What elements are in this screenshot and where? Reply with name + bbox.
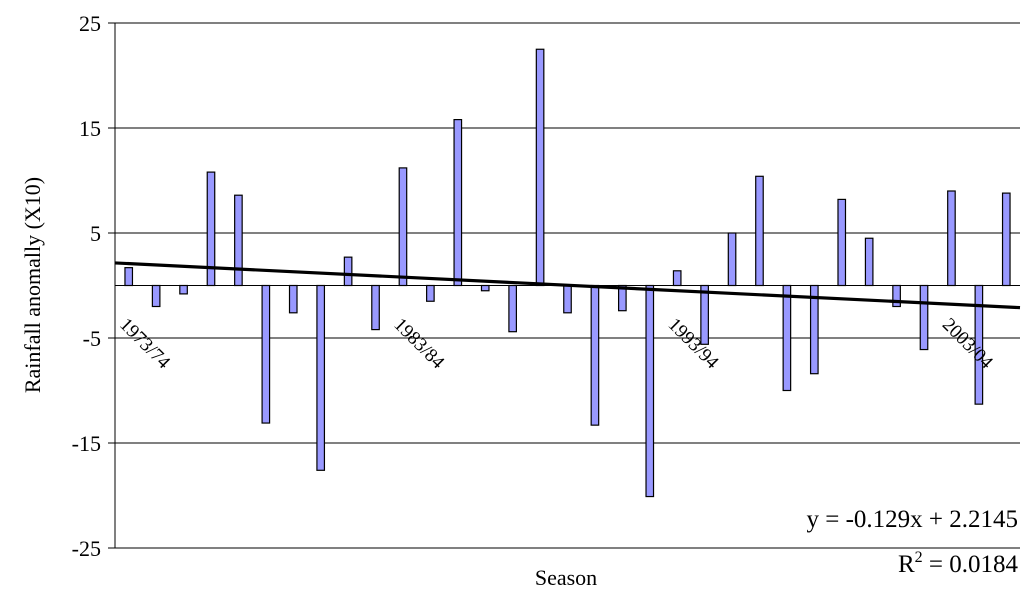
bar [480, 284, 490, 292]
trendline-path [114, 261, 1021, 310]
bar [453, 118, 463, 287]
category-label: 1973/74 [115, 314, 174, 373]
bar [508, 284, 518, 333]
y-tick-label: 5 [90, 221, 101, 246]
y-tick-label: -15 [72, 431, 101, 456]
category-label: 2003/04 [938, 314, 997, 373]
bar [261, 284, 271, 424]
bar [426, 284, 435, 302]
trendline [114, 261, 1021, 310]
bar [371, 284, 380, 331]
bar [755, 175, 764, 287]
bar [947, 190, 956, 287]
y-tick-label: 25 [79, 11, 101, 36]
bar [288, 284, 298, 314]
y-tick-labels: 25 15 5 -5 -15 -25 [72, 11, 101, 561]
y-tick-label: -25 [72, 536, 101, 561]
bar [645, 284, 655, 498]
r2-value: = 0.0184 [923, 551, 1019, 578]
bar [234, 194, 243, 287]
bar [919, 284, 929, 351]
bar [892, 284, 901, 308]
bar [672, 270, 682, 287]
bar [124, 267, 134, 287]
bar [563, 284, 572, 314]
bar [837, 198, 847, 287]
category-label: 1983/84 [389, 314, 448, 373]
bars [124, 48, 1011, 498]
bar [864, 237, 874, 287]
bar [700, 284, 709, 345]
bar [179, 284, 188, 295]
trend-equation: y = -0.129x + 2.2145 [806, 506, 1018, 533]
bar [316, 284, 326, 471]
bar [590, 284, 600, 426]
bar [398, 167, 408, 287]
trend-r-squared: R2 = 0.0184 [898, 549, 1019, 578]
bar [727, 232, 737, 287]
bar [151, 284, 161, 308]
y-tick-label: 15 [79, 116, 101, 141]
bar [535, 48, 545, 287]
category-label: 1993/94 [664, 314, 723, 373]
y-axis-title: Rainfall anomally (X10) [20, 177, 45, 393]
bar [343, 256, 353, 287]
x-axis-title: Season [535, 565, 597, 590]
r2-prefix: R [898, 551, 915, 578]
bar [782, 284, 792, 392]
r2-superscript: 2 [915, 549, 923, 566]
category-labels: 1973/74 1983/84 1993/94 2003/04 [115, 314, 997, 373]
y-tick-label: -5 [83, 326, 101, 351]
bar [1001, 192, 1011, 287]
